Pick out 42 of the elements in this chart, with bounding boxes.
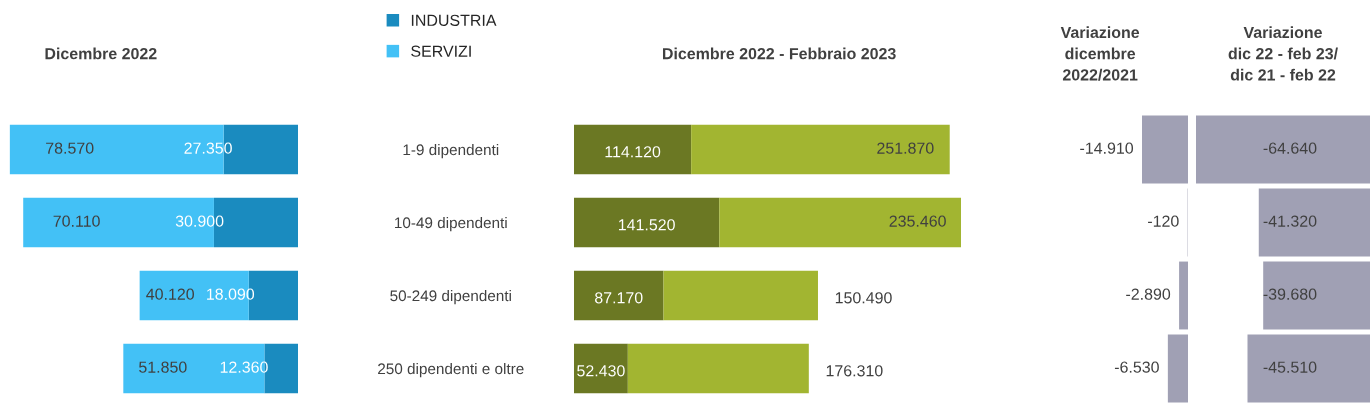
data-label: 70.110 (53, 215, 100, 227)
data-label: 51.850 (139, 361, 187, 373)
chart-title: Dicembre 2022 - Febbraio 2023 (663, 47, 896, 60)
data-label: 18.090 (207, 288, 255, 300)
bar (574, 124, 692, 175)
bar (691, 124, 950, 175)
data-label: -45.510 (1263, 361, 1317, 373)
bar (627, 343, 809, 394)
chart-title: Variazione dicembre 2022/2021 (1060, 26, 1140, 81)
data-label: 141.520 (618, 219, 675, 231)
data-label: -39.680 (1263, 288, 1317, 300)
data-label: -41.320 (1263, 215, 1317, 227)
y-tick-label: 50-249 dipendenti (390, 289, 511, 305)
data-label: 87.170 (595, 292, 643, 304)
data-label: 27.350 (184, 142, 232, 154)
data-label: -120 (1148, 215, 1179, 227)
y-tick-label: 10-49 dipendenti (395, 216, 507, 232)
bar (719, 197, 961, 248)
data-label: -2.890 (1126, 288, 1171, 300)
data-label: 176.310 (826, 365, 883, 377)
data-label: 114.120 (605, 146, 661, 158)
legend-label: SERVIZI (411, 45, 471, 57)
bar (574, 270, 664, 321)
data-label: 251.870 (877, 142, 934, 154)
data-label: 30.900 (175, 215, 224, 227)
chart-title: Dicembre 2022 (45, 47, 157, 60)
legend-label: INDUSTRIA (411, 14, 497, 26)
bar (574, 197, 720, 248)
data-label: 150.490 (835, 292, 892, 304)
data-label: -64.640 (1263, 142, 1317, 154)
data-label: -14.910 (1080, 142, 1134, 154)
y-tick-label: 250 dipendenti e oltre (378, 362, 524, 378)
chart-title: Variazione dic 22 - feb 23/ dic 21 - feb 22 (1228, 26, 1338, 81)
data-label: -6.530 (1114, 361, 1159, 373)
data-label: 235.460 (889, 215, 946, 227)
data-label: 52.430 (577, 365, 625, 377)
bar (663, 270, 818, 321)
data-label: 78.570 (46, 142, 94, 154)
data-label: 12.360 (220, 361, 268, 373)
data-label: 40.120 (146, 288, 195, 300)
y-tick-label: 1-9 dipendenti (403, 143, 499, 159)
bar (574, 343, 628, 394)
